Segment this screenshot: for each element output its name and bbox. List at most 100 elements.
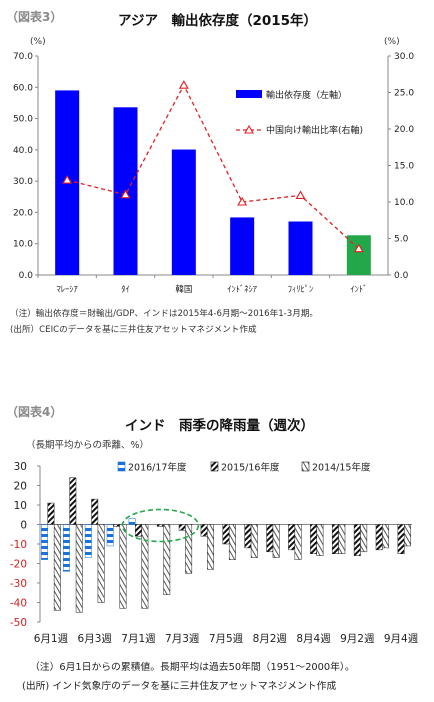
fig3-line-point <box>120 189 131 199</box>
fig4-bar <box>163 524 171 595</box>
fig3-legend-bar-label: 輸出依存度（左軸） <box>266 89 347 101</box>
fig4-bar <box>135 524 142 537</box>
fig4-bar <box>272 524 280 558</box>
fig4-bar <box>222 524 230 545</box>
fig4-bar <box>62 524 70 572</box>
fig4-bar <box>288 524 296 551</box>
fig4-bar <box>141 524 149 609</box>
fig4-bar <box>75 524 83 613</box>
fig4-legend-swatch <box>210 461 219 472</box>
fig3-chart: 0.0 10.0 20.0 30.0 40.0 50.0 60.0 70.0 0.0 5.0 10.… <box>13 37 414 295</box>
fig4-bar <box>316 524 324 556</box>
fig4-bar <box>84 524 92 558</box>
fig4-bar <box>91 498 99 525</box>
fig3-line-point <box>353 243 364 253</box>
fig4-y-tick-label: -20 <box>10 559 27 571</box>
fig4-bar <box>375 524 383 551</box>
fig4-note: （注）6月1日からの累積値。長期平均は過去50年間（1951～2000年）。 <box>30 662 355 673</box>
fig4-chart: 30 20 10 0 -10 -20 -30 -40 -50 6月1週 6月3週 7月1週 7月3週 7月… <box>10 461 419 645</box>
fig4-label: （図表4） <box>6 405 63 419</box>
fig4-bar <box>404 524 411 547</box>
fig3-unit-left: (%) <box>30 37 46 47</box>
fig4-x-tick-label: 6月1週 <box>34 633 69 645</box>
fig4-bar <box>310 524 317 554</box>
fig4-title: インド 雨季の降雨量（週次） <box>125 418 314 434</box>
fig3-unit-right: (%) <box>384 37 400 47</box>
fig3-x-tick-label: ｲﾝﾄﾞﾈｼｱ <box>227 285 257 295</box>
fig4-bar <box>106 524 114 547</box>
fig3-bar <box>171 149 196 275</box>
fig3-left-tick-label: 0.0 <box>19 271 34 281</box>
fig4-bar <box>97 524 105 603</box>
fig3-x-tick-label: 韓国 <box>175 284 192 295</box>
fig4-y-tick-label: 20 <box>14 481 27 493</box>
fig4-bar <box>244 524 252 549</box>
fig4-bar <box>338 524 346 554</box>
fig3-bar <box>288 221 313 275</box>
fig4-bar <box>128 518 136 525</box>
fig4-x-tick-label: 8月2週 <box>253 633 288 645</box>
fig3-x-tick-label: ﾀｲ <box>121 285 130 295</box>
fig4-y-tick-label: -30 <box>10 578 27 590</box>
fig3-right-tick-label: 5.0 <box>394 235 409 245</box>
fig3-left-tick-label: 50.0 <box>13 115 33 125</box>
fig3-legend-line-marker <box>244 124 254 134</box>
fig4-bar <box>156 524 164 527</box>
fig3-bar <box>230 217 255 275</box>
fig4-bar <box>250 524 258 558</box>
fig3-note: （注）輸出依存度＝財輸出/GDP、インドは2015年4-6月期～2016年1-3… <box>10 309 319 319</box>
fig3-x-tick-label: ｲﾝﾄﾞ <box>350 285 367 295</box>
fig4-x-tick-label: 6月3週 <box>78 633 113 645</box>
fig3-line-series <box>67 83 360 250</box>
fig3-line-point <box>237 196 248 206</box>
fig4-y-tick-label: -40 <box>10 598 27 610</box>
fig4-bar <box>53 524 61 611</box>
fig4-x-tick-label: 7月1週 <box>121 633 156 645</box>
fig4-x-tick-label: 7月3週 <box>165 633 200 645</box>
fig4-bar <box>294 524 302 560</box>
fig4-bar <box>113 524 121 527</box>
fig4-bar <box>119 524 127 609</box>
fig3-left-tick-label: 10.0 <box>13 240 33 250</box>
fig4-subtitle: （長期平均からの乖離、%） <box>26 440 150 451</box>
fig4-x-tick-label: 9月2週 <box>340 633 375 645</box>
fig3-left-tick-label: 70.0 <box>13 52 33 62</box>
fig4-bar <box>353 524 361 556</box>
fig4-x-tick-label: 7月5週 <box>209 633 244 645</box>
fig3-left-tick-label: 30.0 <box>13 177 33 187</box>
fig4-bar <box>207 524 214 570</box>
fig3-left-tick-label: 60.0 <box>13 83 33 93</box>
fig4-bar <box>397 524 405 554</box>
fig4-bar <box>185 524 193 574</box>
fig4-bar <box>331 524 339 554</box>
fig4-bar <box>47 502 55 525</box>
fig4-bar <box>360 524 368 553</box>
fig3-legend-line-label: 中国向け輸出比率(右軸) <box>266 124 363 136</box>
fig3-label: （図表3） <box>6 10 63 24</box>
fig4-bar <box>382 524 390 549</box>
fig4-y-tick-label: 30 <box>14 461 27 473</box>
fig3-right-tick-label: 15.0 <box>394 162 414 172</box>
fig4-x-tick-label: 9月4週 <box>384 633 419 645</box>
fig4-y-tick-label: 10 <box>14 500 27 512</box>
fig4-bar <box>200 524 208 537</box>
fig4-legend-swatch <box>117 461 126 472</box>
fig3-x-tick-label: ﾏﾚｰｼｱ <box>57 285 78 295</box>
fig4-bar <box>41 524 48 560</box>
fig4-y-tick-label: 0 <box>20 520 27 532</box>
fig3-right-tick-label: 10.0 <box>394 198 414 208</box>
fig3-x-tick-label: ﾌｨﾘﾋﾟﾝ <box>288 285 314 295</box>
fig3-legend-bar-swatch <box>236 90 262 98</box>
fig3-right-tick-label: 0.0 <box>394 271 409 281</box>
fig4-highlight-ellipse <box>121 508 200 543</box>
fig3-left-tick-label: 20.0 <box>13 208 33 218</box>
fig4-y-tick-label: -10 <box>10 539 27 551</box>
fig4-legend-label: 2014/15年度 <box>312 462 371 474</box>
fig4-source: (出所) インド気象庁のデータを基に三井住友アセットマネジメント作成 <box>22 681 337 692</box>
fig4-legend-swatch <box>301 461 310 472</box>
fig4-bar <box>228 524 236 560</box>
fig3-left-tick-label: 40.0 <box>13 146 33 156</box>
fig4-bar <box>69 477 77 525</box>
fig3-line-point <box>295 190 306 199</box>
fig4-legend-label: 2015/16年度 <box>221 462 280 474</box>
